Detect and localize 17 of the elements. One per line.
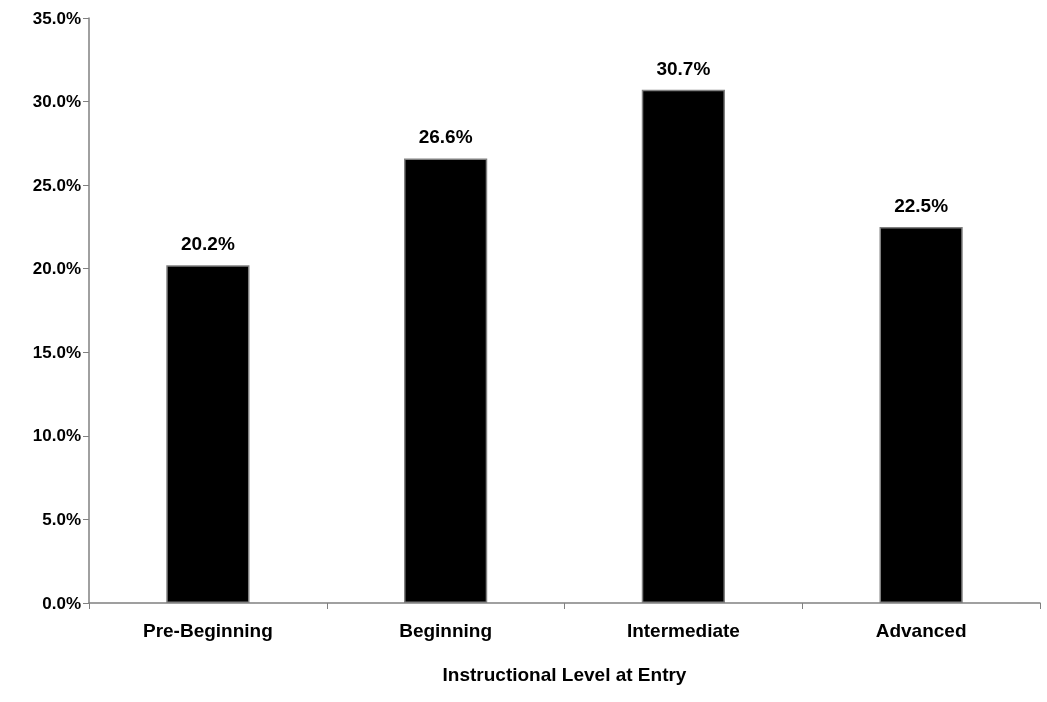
y-tick-label: 0.0%: [42, 593, 81, 613]
y-tick-label: 10.0%: [32, 426, 81, 446]
y-tick-label: 30.0%: [32, 92, 81, 112]
data-label: 26.6%: [418, 126, 473, 148]
x-tick-label: Advanced: [875, 620, 967, 641]
y-tick-label: 35.0%: [32, 8, 81, 28]
x-tick-label: Intermediate: [626, 620, 740, 641]
x-tick-label: Beginning: [399, 620, 493, 641]
y-tick-label: 15.0%: [32, 342, 81, 362]
x-axis-title: Instructional Level at Entry: [442, 664, 687, 685]
data-label: 30.7%: [656, 57, 711, 79]
y-tick-label: 5.0%: [42, 509, 81, 529]
x-tick-label: Pre-Beginning: [142, 620, 273, 641]
y-tick-label: 25.0%: [32, 175, 81, 195]
data-label: 20.2%: [180, 233, 235, 255]
data-label: 22.5%: [894, 194, 949, 216]
y-tick-label: 20.0%: [32, 259, 81, 279]
